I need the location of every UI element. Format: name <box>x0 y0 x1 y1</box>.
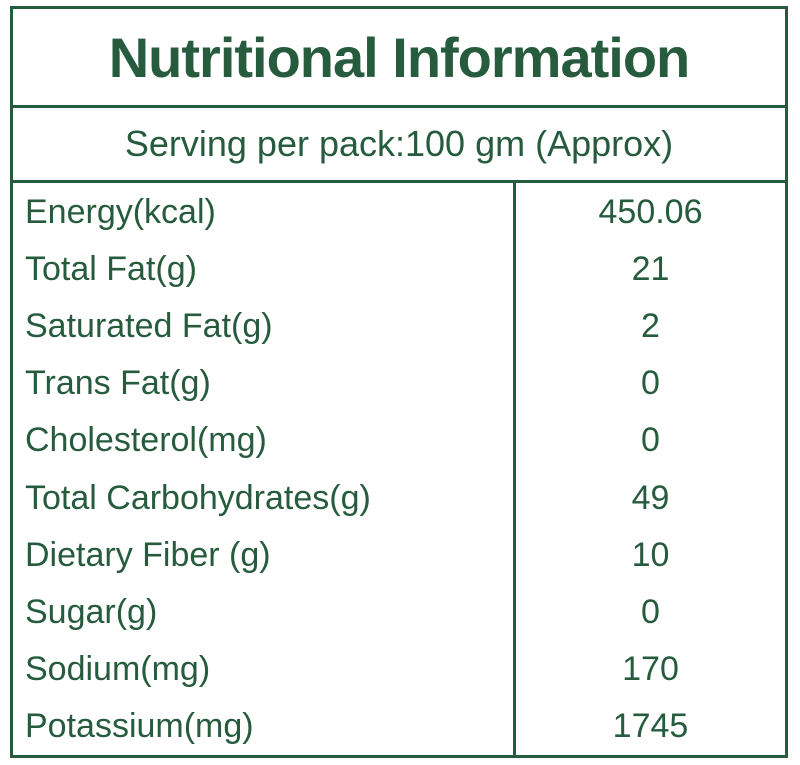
nutrition-label: Nutritional Information Serving per pack… <box>10 6 788 758</box>
nutrient-value: 0 <box>641 595 660 630</box>
nutrient-name: Cholesterol(mg) <box>13 411 516 470</box>
table-row: Dietary Fiber (g) 10 <box>13 526 785 584</box>
table-row: Sodium(mg) 170 <box>13 640 785 698</box>
table-row: Saturated Fat(g) 2 <box>13 297 785 355</box>
nutrient-value: 21 <box>631 251 670 286</box>
table-row: Total Carbohydrates(g) 49 <box>13 469 785 527</box>
page-title: Nutritional Information <box>108 25 691 89</box>
nutrient-value: 2 <box>641 309 660 343</box>
nutrient-name: Energy(kcal) <box>13 183 516 241</box>
nutrient-value: 49 <box>631 480 670 515</box>
table-row: Potassium(mg) 1745 <box>13 697 785 756</box>
title-section: Nutritional Information <box>13 9 785 108</box>
table-row: Sugar(g) 0 <box>13 583 785 641</box>
serving-section: Serving per pack:100 gm (Approx) <box>13 108 785 183</box>
nutrient-name: Dietary Fiber (g) <box>13 526 516 584</box>
nutrition-table: Energy(kcal) 450.06 Total Fat(g) 21 Satu… <box>13 183 785 756</box>
nutrient-name: Trans Fat(g) <box>13 354 516 412</box>
nutrient-name: Sodium(mg) <box>13 640 516 698</box>
table-row: Total Fat(g) 21 <box>13 240 785 298</box>
nutrient-name: Saturated Fat(g) <box>13 297 516 355</box>
table-row: Trans Fat(g) 0 <box>13 354 785 412</box>
nutrient-value: 170 <box>622 652 679 687</box>
nutrient-name: Total Fat(g) <box>13 240 516 298</box>
nutrient-value: 10 <box>631 537 670 572</box>
nutrient-name: Total Carbohydrates(g) <box>13 469 516 527</box>
table-row: Cholesterol(mg) 0 <box>13 411 785 470</box>
nutrient-value: 0 <box>641 366 660 401</box>
table-row: Energy(kcal) 450.06 <box>13 183 785 241</box>
nutrient-name: Potassium(mg) <box>13 697 516 756</box>
nutrient-value: 1745 <box>612 709 689 744</box>
nutrient-value: 450.06 <box>598 194 703 229</box>
nutrient-name: Sugar(g) <box>13 583 516 641</box>
nutrient-value: 0 <box>641 423 660 458</box>
serving-per-pack-text: Serving per pack:100 gm (Approx) <box>124 123 674 164</box>
